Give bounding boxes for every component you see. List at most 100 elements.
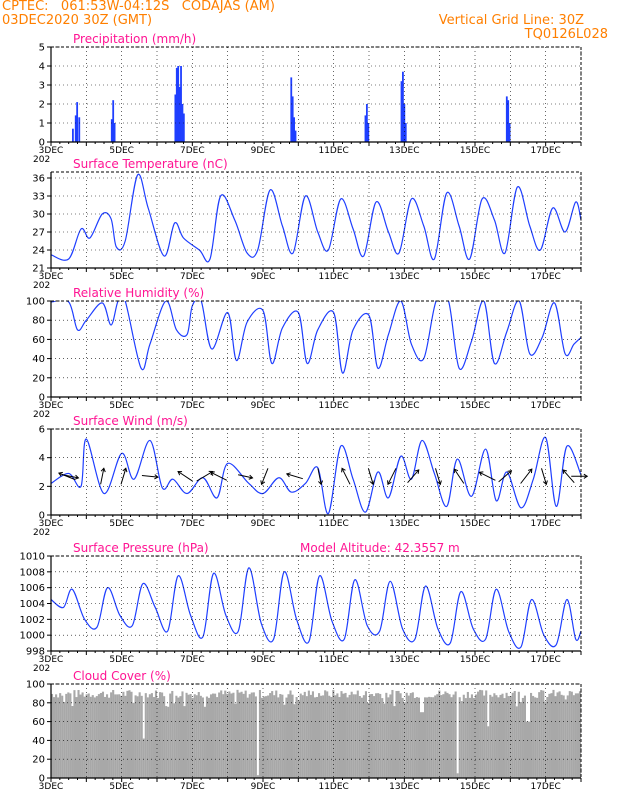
cloud-bar	[236, 689, 239, 778]
wind-vector-head	[58, 471, 63, 477]
x-tick-label: 9DEC	[251, 401, 276, 411]
cloud-bar	[246, 697, 249, 778]
cloud-bar	[303, 691, 306, 778]
cloud-bar	[442, 694, 445, 778]
cloud-bar	[295, 697, 298, 778]
cloud-bar	[407, 695, 410, 778]
x-tick-label: 15DEC	[460, 401, 490, 411]
wind-vector	[367, 468, 374, 485]
cloud-bar	[460, 701, 463, 778]
x-tick-label: 5DEC	[109, 782, 134, 792]
precip-bar	[290, 77, 293, 142]
cloud-bar	[273, 695, 276, 778]
cloud-bar	[501, 693, 504, 778]
cloud-bar	[542, 690, 545, 778]
precip-bar	[364, 115, 367, 142]
wind-vector	[100, 468, 105, 485]
y-tick-label: 1010	[20, 552, 45, 563]
cloud-bar	[472, 697, 476, 778]
precip-bar	[72, 128, 74, 142]
cloud-bar	[55, 694, 58, 778]
wind-vector-head	[542, 480, 548, 486]
cloud-bar	[375, 693, 378, 778]
precip-bar	[402, 71, 404, 142]
cloud-bar	[464, 698, 467, 778]
cloud-bar	[568, 691, 571, 778]
cloud-bar	[65, 693, 68, 778]
cloud-bar	[89, 696, 92, 778]
y-tick-label: 20	[32, 373, 45, 384]
cloud-bar	[495, 695, 498, 778]
precip-bar	[367, 123, 370, 142]
cloud-bar	[305, 696, 308, 778]
cloud-bar	[572, 695, 575, 778]
cloud-bar	[521, 697, 524, 778]
cloud-bar	[248, 694, 251, 778]
cloud-bar	[440, 695, 443, 778]
cloud-bar	[85, 694, 88, 778]
precip-bar	[294, 130, 297, 142]
cloud-bar	[150, 693, 153, 778]
y-tick-label: 3	[39, 81, 45, 92]
cloud-bar	[525, 721, 529, 778]
x-tick-label: 9DEC	[251, 146, 276, 156]
x-year-fragment: 202	[33, 155, 50, 165]
cloud-bar	[523, 695, 526, 778]
cloud-bar	[152, 697, 155, 778]
cloud-bar	[483, 695, 486, 778]
cloud-bar	[497, 697, 500, 778]
cloud-bar	[159, 692, 162, 778]
precip-bar	[113, 123, 116, 142]
x-tick-label: 3DEC	[39, 655, 64, 665]
cloud-bar	[177, 697, 180, 778]
cloud-bar	[142, 738, 145, 778]
wind-vector-head	[318, 480, 324, 486]
cloud-bar	[297, 700, 300, 778]
y-tick-label: 36	[32, 174, 45, 185]
cloud-bar	[346, 697, 349, 778]
cloud-bar	[499, 694, 502, 778]
cloud-bar	[532, 695, 535, 778]
cloud-bar	[53, 697, 56, 778]
cloud-bar	[344, 692, 347, 778]
cloud-bar	[59, 693, 62, 778]
cloud-bar	[479, 689, 482, 778]
press-line	[51, 567, 581, 649]
cloud-bar	[428, 696, 431, 778]
cloud-bar	[193, 694, 196, 778]
cloud-bar	[527, 721, 531, 778]
cloud-bar	[71, 706, 74, 778]
wind-vector-head	[436, 480, 442, 486]
x-tick-label: 15DEC	[460, 782, 490, 792]
x-tick-label: 13DEC	[389, 782, 419, 792]
precip-bar	[181, 104, 184, 142]
cloud-bar	[144, 693, 147, 778]
wind-panel: Surface Wind (m/s) 0 2 4 6 3DEC 5DEC 7DEC 9DEC 11…	[33, 414, 589, 538]
cloud-bar	[411, 692, 414, 778]
cloud-bar	[419, 712, 423, 778]
cloud-bar	[169, 693, 172, 778]
cloud-bar	[99, 692, 102, 778]
cloud-title: Cloud Cover (%)	[73, 669, 171, 683]
cloud-bar	[185, 692, 188, 778]
cloud-bar	[493, 693, 496, 778]
cloud-bar	[395, 690, 398, 778]
cloud-bar	[132, 702, 135, 778]
cloud-bar	[262, 696, 266, 778]
cloud-bar	[285, 697, 288, 778]
x-tick-label: 3DEC	[39, 146, 64, 156]
cloud-bar	[438, 690, 441, 778]
wind-vector-head	[478, 471, 484, 476]
wind-vector-head	[453, 468, 459, 474]
cloud-bar	[75, 697, 78, 778]
cloud-bar	[175, 695, 178, 778]
cloud-bar	[450, 697, 453, 778]
cloud-bar	[112, 690, 115, 778]
x-tick-label: 5DEC	[109, 401, 134, 411]
cloud-bar	[265, 696, 268, 778]
rh-line	[51, 301, 581, 374]
wind-vector-head	[74, 474, 80, 480]
temp-line	[51, 173, 581, 263]
cloud-bar	[381, 698, 384, 778]
